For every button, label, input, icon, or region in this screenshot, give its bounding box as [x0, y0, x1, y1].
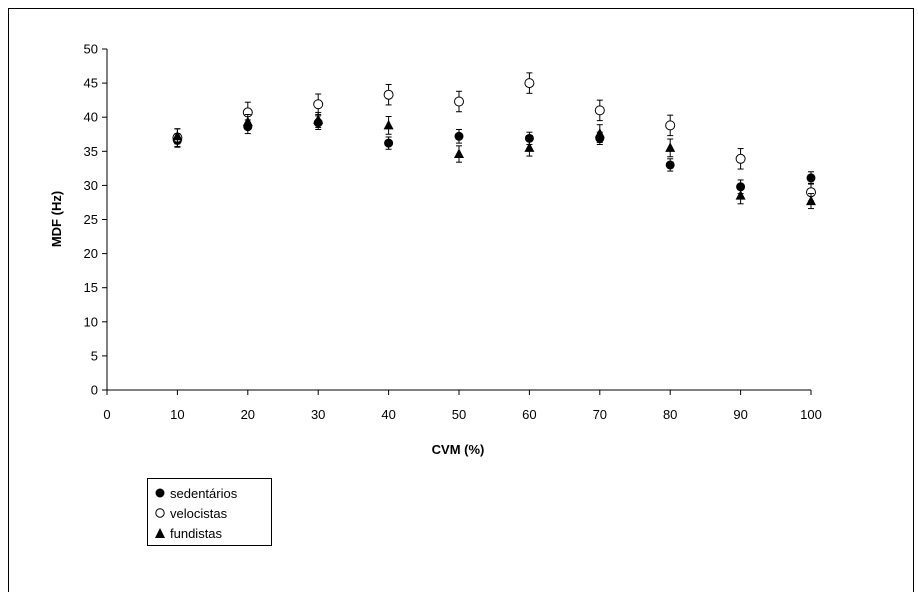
- open-circle-icon: [155, 508, 165, 518]
- data-point: [313, 114, 324, 124]
- data-point: [454, 96, 464, 107]
- data-point: [594, 105, 605, 116]
- legend-label: fundistas: [170, 525, 223, 541]
- legend-label: velocistas: [170, 505, 228, 521]
- data-point: [454, 131, 464, 141]
- y-tick-label: 50: [84, 42, 98, 57]
- x-tick-label: 50: [452, 407, 466, 422]
- x-tick-label: 60: [522, 407, 536, 422]
- y-tick-label: 5: [91, 348, 98, 363]
- x-tick-label: 80: [663, 407, 677, 422]
- y-tick-label: 45: [84, 76, 98, 91]
- x-tick-label: 30: [311, 407, 325, 422]
- data-point: [594, 128, 605, 138]
- y-tick-label: 40: [84, 110, 98, 125]
- x-tick-label: 70: [593, 407, 607, 422]
- series-velocistas: [172, 72, 816, 202]
- y-tick-label: 0: [91, 383, 98, 398]
- x-tick-label: 20: [241, 407, 255, 422]
- data-point: [665, 120, 676, 131]
- data-point: [524, 133, 534, 143]
- data-point: [665, 142, 676, 152]
- legend-item-sedentarios: sedentários: [154, 483, 271, 503]
- x-tick-label: 40: [381, 407, 395, 422]
- x-tick-label: 0: [103, 407, 110, 422]
- data-point: [736, 182, 746, 192]
- y-tick-label: 35: [84, 144, 98, 159]
- data-point: [383, 89, 394, 100]
- legend-item-velocistas: velocistas: [154, 503, 271, 523]
- data-point: [242, 116, 253, 126]
- y-tick-label: 25: [84, 212, 98, 227]
- data-point: [735, 190, 746, 200]
- legend-item-fundistas: fundistas: [154, 523, 271, 543]
- filled-circle-icon: [155, 488, 165, 498]
- x-axis-title: CVM (%): [432, 442, 485, 457]
- data-point: [313, 99, 324, 110]
- series-sedentarios: [172, 115, 816, 195]
- y-tick-label: 30: [84, 178, 98, 193]
- data-point: [665, 160, 675, 170]
- data-point: [806, 173, 816, 183]
- data-point: [524, 142, 535, 152]
- y-tick-label: 15: [84, 280, 98, 295]
- x-tick-label: 10: [170, 407, 184, 422]
- legend-label: sedentários: [170, 485, 238, 501]
- data-point: [806, 195, 816, 206]
- data-point: [735, 153, 746, 164]
- series-fundistas: [172, 111, 816, 210]
- y-tick-label: 20: [84, 246, 98, 261]
- data-point: [524, 78, 535, 89]
- x-tick-label: 100: [800, 407, 822, 422]
- y-axis-title: MDF (Hz): [49, 191, 64, 247]
- x-tick-label: 90: [733, 407, 747, 422]
- filled-triangle-icon: [155, 528, 165, 538]
- tick-labels: 0 5 10 15 20 25 30 35 40 45 50 0 10 20 30 40 50 60 70 80 90 1…: [84, 42, 822, 423]
- axes: [102, 48, 812, 395]
- data-point: [172, 130, 183, 141]
- y-tick-label: 10: [84, 314, 98, 329]
- data-point: [383, 119, 394, 130]
- chart-frame: [8, 8, 914, 592]
- data-point: [454, 148, 464, 159]
- data-marks: [172, 72, 816, 210]
- legend: sedentários velocistas fundistas: [147, 478, 272, 546]
- data-point: [384, 138, 394, 148]
